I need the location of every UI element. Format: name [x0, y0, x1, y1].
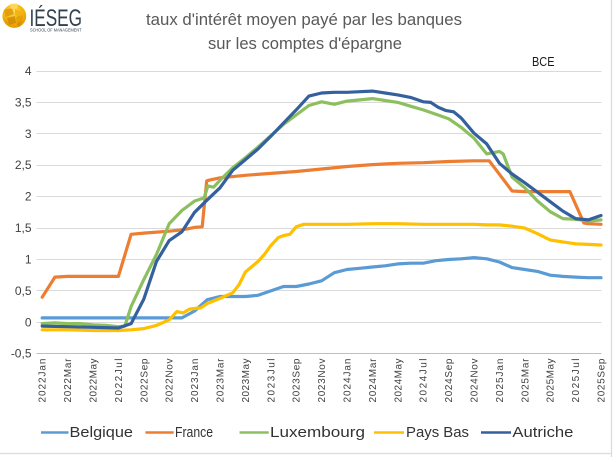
svg-text:2022Jan: 2022Jan — [38, 359, 49, 403]
svg-text:2022May: 2022May — [89, 359, 100, 403]
svg-text:2: 2 — [25, 190, 32, 204]
svg-text:-0,5: -0,5 — [11, 347, 32, 361]
svg-text:2023Jul: 2023Jul — [266, 359, 277, 403]
svg-text:2025Jan: 2025Jan — [495, 359, 506, 403]
svg-text:2023Sep: 2023Sep — [292, 358, 303, 402]
svg-text:Belgique: Belgique — [70, 424, 134, 441]
svg-text:3,5: 3,5 — [15, 95, 32, 109]
svg-text:2024Jan: 2024Jan — [343, 359, 354, 403]
svg-text:4: 4 — [25, 64, 32, 78]
svg-text:2024Nov: 2024Nov — [470, 359, 481, 403]
svg-text:0: 0 — [25, 315, 32, 329]
svg-text:BCE: BCE — [532, 54, 555, 69]
svg-text:2025Sep: 2025Sep — [597, 358, 608, 402]
svg-text:2022Jul: 2022Jul — [114, 359, 125, 403]
svg-text:2023Jan: 2023Jan — [190, 359, 201, 403]
svg-text:2024May: 2024May — [393, 359, 404, 403]
svg-text:3: 3 — [25, 127, 32, 141]
svg-text:2025Jul: 2025Jul — [571, 359, 582, 403]
svg-text:Autriche: Autriche — [512, 424, 573, 441]
svg-text:2,5: 2,5 — [15, 158, 32, 172]
svg-text:IÉSEG: IÉSEG — [30, 5, 83, 32]
svg-text:1,5: 1,5 — [15, 221, 32, 235]
svg-text:2022Sep: 2022Sep — [139, 358, 150, 402]
svg-text:2025Mar: 2025Mar — [520, 358, 531, 403]
svg-text:2025May: 2025May — [546, 359, 557, 403]
svg-text:Pays Bas: Pays Bas — [406, 424, 469, 441]
svg-text:sur les comptes d'épargne: sur les comptes d'épargne — [208, 35, 402, 53]
svg-text:2023May: 2023May — [241, 359, 252, 403]
svg-text:1: 1 — [25, 253, 32, 267]
svg-text:2022Nov: 2022Nov — [165, 359, 176, 403]
svg-text:2023Mar: 2023Mar — [216, 358, 227, 403]
svg-text:taux d'intérêt moyen payé par: taux d'intérêt moyen payé par les banque… — [146, 11, 462, 29]
svg-text:0,5: 0,5 — [15, 284, 32, 298]
svg-text:France: France — [175, 424, 213, 441]
svg-text:2023Nov: 2023Nov — [317, 359, 328, 403]
svg-text:2024Sep: 2024Sep — [444, 358, 455, 402]
svg-text:SCHOOL OF MANAGEMENT: SCHOOL OF MANAGEMENT — [30, 28, 82, 33]
svg-text:Luxembourg: Luxembourg — [270, 424, 365, 441]
svg-text:2022Mar: 2022Mar — [63, 358, 74, 403]
svg-text:2024Jul: 2024Jul — [419, 359, 430, 403]
svg-text:2024Mar: 2024Mar — [368, 358, 379, 403]
